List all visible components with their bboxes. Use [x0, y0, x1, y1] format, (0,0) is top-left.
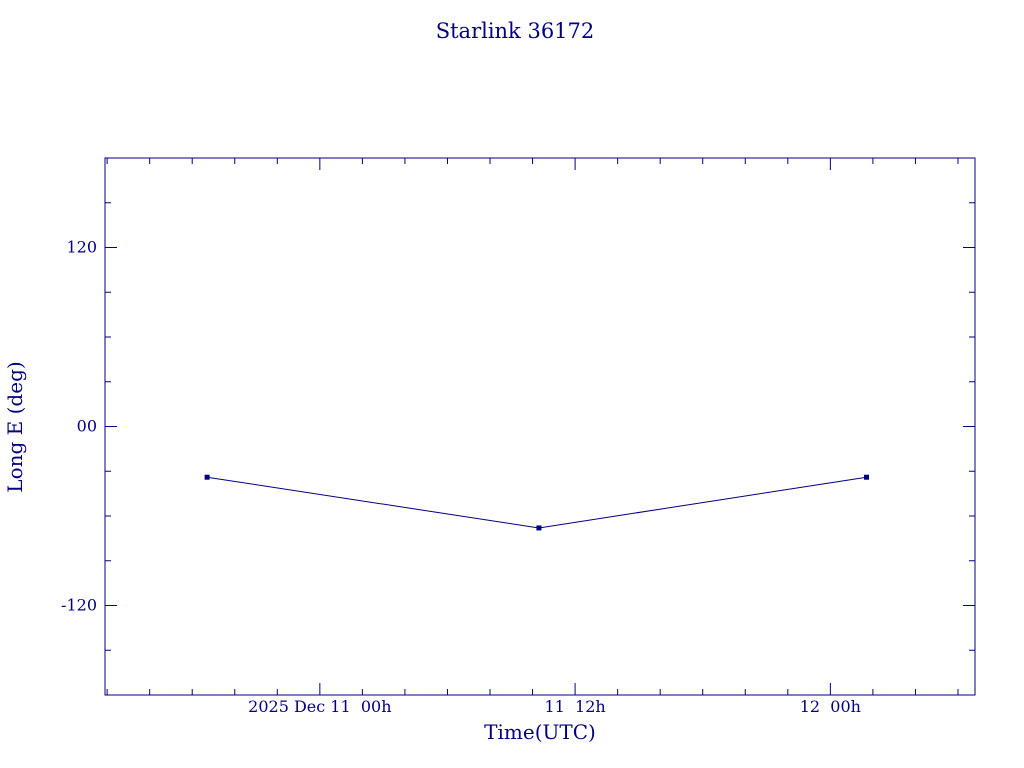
- plot-frame: [104, 157, 976, 696]
- y-axis-label: Long E (deg): [3, 361, 27, 492]
- x-tick-label: 12 00h: [800, 697, 861, 716]
- y-tick-label: 00: [77, 417, 97, 436]
- y-tick-label: -120: [61, 596, 97, 615]
- data-point-marker: [864, 474, 870, 480]
- x-tick-label: 11 12h: [544, 697, 605, 716]
- x-tick-label: 2025 Dec 11 00h: [248, 697, 391, 716]
- data-line: [207, 476, 867, 529]
- data-point-marker: [536, 525, 542, 531]
- data-point-marker: [204, 474, 210, 480]
- plot-area: 2025 Dec 11 00h 11 12h 12 00h 120 00 -120: [61, 157, 976, 716]
- x-axis-label: Time(UTC): [484, 720, 596, 744]
- y-tick-label: 120: [66, 238, 97, 257]
- chart-title: Starlink 36172: [436, 19, 595, 43]
